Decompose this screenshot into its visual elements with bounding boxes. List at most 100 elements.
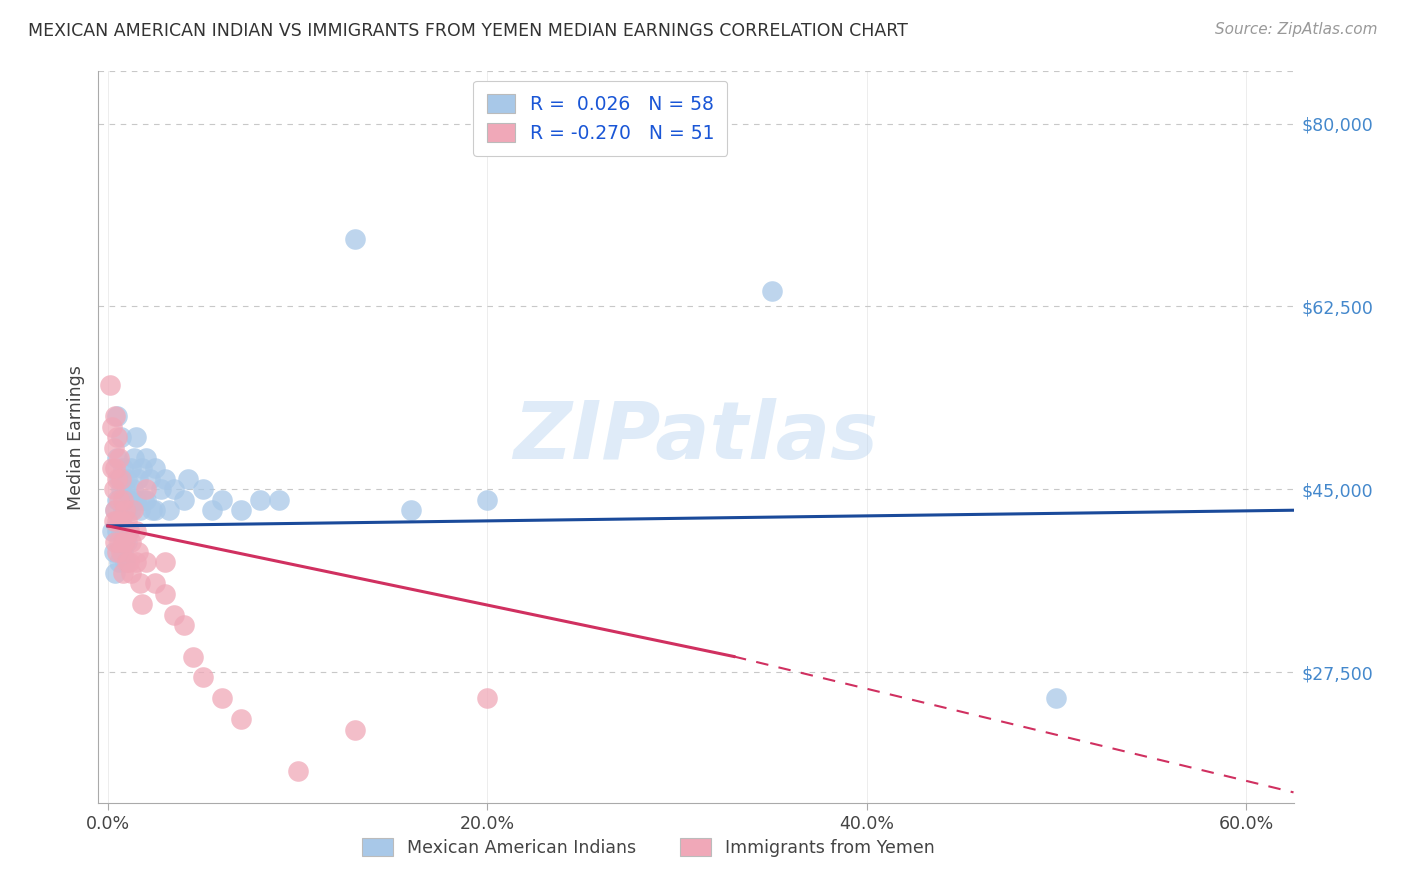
Point	[104, 534, 127, 549]
Point	[129, 503, 152, 517]
Point	[477, 691, 499, 706]
Point	[103, 514, 125, 528]
Point	[150, 483, 173, 497]
Point	[211, 492, 233, 507]
Point	[157, 503, 180, 517]
Point	[761, 284, 783, 298]
Point	[110, 483, 132, 497]
Point	[105, 430, 128, 444]
Point	[153, 472, 176, 486]
Point	[229, 503, 252, 517]
Point	[103, 545, 125, 559]
Point	[191, 670, 214, 684]
Point	[135, 492, 157, 507]
Point	[104, 503, 127, 517]
Point	[110, 514, 132, 528]
Point	[120, 503, 142, 517]
Point	[135, 450, 157, 465]
Point	[110, 472, 132, 486]
Point	[105, 472, 128, 486]
Legend: Mexican American Indians, Immigrants from Yemen: Mexican American Indians, Immigrants fro…	[352, 828, 945, 867]
Text: MEXICAN AMERICAN INDIAN VS IMMIGRANTS FROM YEMEN MEDIAN EARNINGS CORRELATION CHA: MEXICAN AMERICAN INDIAN VS IMMIGRANTS FR…	[28, 22, 908, 40]
Point	[118, 492, 141, 507]
Point	[121, 503, 143, 517]
Y-axis label: Median Earnings: Median Earnings	[67, 365, 86, 509]
Point	[201, 503, 224, 517]
Point	[115, 472, 138, 486]
Point	[181, 649, 204, 664]
Point	[100, 524, 122, 538]
Point	[125, 556, 148, 570]
Point	[112, 566, 135, 580]
Point	[173, 492, 195, 507]
Point	[104, 409, 127, 424]
Point	[108, 492, 131, 507]
Point	[108, 514, 131, 528]
Point	[125, 430, 148, 444]
Point	[129, 576, 152, 591]
Point	[114, 556, 136, 570]
Point	[110, 545, 132, 559]
Point	[105, 450, 128, 465]
Text: ZIPatlas: ZIPatlas	[513, 398, 879, 476]
Point	[104, 461, 127, 475]
Point	[211, 691, 233, 706]
Point	[105, 514, 128, 528]
Text: Source: ZipAtlas.com: Source: ZipAtlas.com	[1215, 22, 1378, 37]
Point	[163, 483, 186, 497]
Point	[118, 524, 141, 538]
Point	[105, 524, 128, 538]
Point	[143, 576, 166, 591]
Point	[118, 524, 141, 538]
Point	[191, 483, 214, 497]
Point	[125, 492, 148, 507]
Point	[287, 764, 309, 779]
Point	[103, 441, 125, 455]
Point	[138, 472, 160, 486]
Point	[115, 556, 138, 570]
Point	[121, 483, 143, 497]
Point	[120, 534, 142, 549]
Point	[401, 503, 423, 517]
Point	[343, 231, 366, 245]
Point	[127, 545, 149, 559]
Point	[1045, 691, 1067, 706]
Point	[105, 545, 128, 559]
Point	[124, 450, 146, 465]
Point	[141, 503, 163, 517]
Point	[112, 492, 135, 507]
Point	[153, 556, 176, 570]
Point	[173, 618, 195, 632]
Point	[131, 461, 153, 475]
Point	[131, 597, 153, 611]
Point	[100, 419, 122, 434]
Point	[118, 556, 141, 570]
Point	[115, 514, 138, 528]
Point	[120, 566, 142, 580]
Point	[343, 723, 366, 737]
Point	[100, 461, 122, 475]
Point	[112, 534, 135, 549]
Point	[105, 409, 128, 424]
Point	[249, 492, 271, 507]
Point	[112, 545, 135, 559]
Point	[110, 430, 132, 444]
Point	[114, 503, 136, 517]
Point	[108, 450, 131, 465]
Point	[108, 556, 131, 570]
Point	[114, 524, 136, 538]
Point	[143, 461, 166, 475]
Point	[112, 503, 135, 517]
Point	[98, 377, 121, 392]
Point	[125, 524, 148, 538]
Point	[120, 461, 142, 475]
Point	[135, 556, 157, 570]
Point	[153, 587, 176, 601]
Point	[267, 492, 290, 507]
Point	[114, 534, 136, 549]
Point	[104, 566, 127, 580]
Point	[127, 472, 149, 486]
Point	[112, 461, 135, 475]
Point	[176, 472, 198, 486]
Point	[104, 503, 127, 517]
